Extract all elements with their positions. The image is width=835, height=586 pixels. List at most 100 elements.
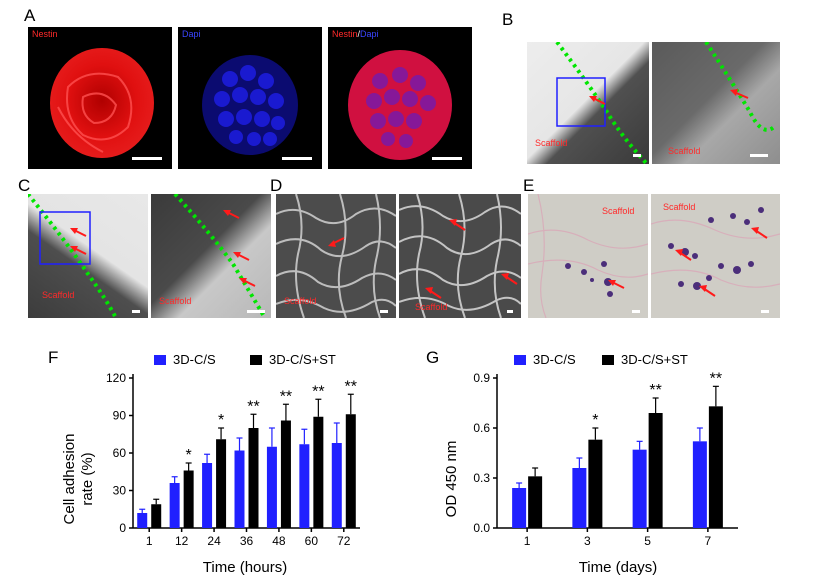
- label-scaffold: Scaffold: [284, 296, 317, 306]
- significance-marker: *: [186, 447, 192, 464]
- image-e-stain-2: Scaffold: [651, 194, 780, 318]
- bar-scaffold-st: [708, 406, 723, 528]
- legend-swatch: [154, 355, 166, 365]
- bar-scaffold-st: [528, 476, 543, 528]
- y-tick-label: 0.0: [473, 521, 490, 535]
- significance-marker: **: [710, 370, 722, 387]
- label-dapi: Dapi: [182, 29, 201, 39]
- chart-od450: 3D-C/S 3D-C/S+ST OD 450 nm 0.0 0.3 0.6 0.9 1 3…: [443, 352, 738, 576]
- bar-scaffold-st: [183, 470, 194, 528]
- zoom-box: [39, 211, 91, 265]
- legend-label: 3D-C/S: [533, 352, 576, 367]
- scale-bar: [247, 310, 265, 313]
- scale-bar: [750, 154, 768, 157]
- legend-swatch: [514, 355, 526, 365]
- y-axis-label: OD 450 nm: [443, 441, 460, 518]
- significance-marker: *: [218, 412, 224, 429]
- significance-marker: **: [312, 383, 324, 400]
- label-scaffold: Scaffold: [535, 138, 568, 148]
- x-tick-label: 7: [705, 534, 712, 548]
- y-tick-label: 0.9: [473, 371, 490, 385]
- bar-scaffold-st: [216, 439, 227, 528]
- image-c-low-mag: Scaffold: [28, 194, 148, 318]
- legend-swatch: [602, 355, 614, 365]
- sem-texture: [399, 194, 521, 318]
- bar-scaffold: [299, 444, 310, 528]
- y-axis-label-line2: rate (%): [79, 452, 96, 505]
- scale-bar: [761, 310, 769, 313]
- significance-marker: **: [280, 388, 292, 405]
- image-dapi: Dapi: [178, 27, 322, 169]
- chart-cell-adhesion: 3D-C/S 3D-C/S+ST Cell adhesion rate (%) 0…: [61, 352, 360, 576]
- x-tick-label: 5: [644, 534, 651, 548]
- y-tick-label: 30: [113, 484, 127, 498]
- merge-sphere-image: [348, 50, 452, 160]
- bar-scaffold-st: [648, 413, 663, 528]
- label-scaffold: Scaffold: [159, 296, 192, 306]
- image-d-sem-1: Scaffold: [276, 194, 396, 318]
- bar-scaffold: [266, 446, 277, 528]
- y-tick-label: 0.3: [473, 471, 490, 485]
- bar-scaffold: [202, 463, 213, 528]
- image-merge: Nestin/Dapi: [328, 27, 472, 169]
- legend: 3D-C/S 3D-C/S+ST: [154, 352, 336, 367]
- label-scaffold: Scaffold: [42, 290, 75, 300]
- zoom-box: [556, 77, 606, 127]
- x-tick-label: 12: [175, 534, 189, 548]
- y-tick-label: 90: [113, 409, 127, 423]
- label-merge: Nestin/Dapi: [332, 29, 379, 39]
- stain-texture: [528, 194, 648, 318]
- significance-marker: *: [592, 412, 598, 429]
- significance-marker: **: [649, 382, 661, 399]
- label-merge-dapi: Dapi: [360, 29, 379, 39]
- dapi-sphere-image: [202, 55, 298, 155]
- significance-marker: **: [247, 398, 259, 415]
- label-scaffold: Scaffold: [415, 302, 448, 312]
- x-tick-label: 3: [584, 534, 591, 548]
- label-merge-sep: /: [357, 29, 361, 39]
- y-axis-label-line1: Cell adhesion: [61, 434, 78, 525]
- nestin-sphere-image: [50, 48, 154, 158]
- scale-bar: [632, 310, 640, 313]
- scaffold-edge-outline: [555, 42, 649, 164]
- label-scaffold: Scaffold: [602, 206, 635, 216]
- significance-marker: **: [345, 378, 357, 395]
- scale-bar: [380, 310, 388, 313]
- x-tick-label: 24: [207, 534, 221, 548]
- scale-bar: [132, 157, 162, 160]
- image-e-stain-1: Scaffold: [528, 194, 648, 318]
- legend-label: 3D-C/S: [173, 352, 216, 367]
- bar-scaffold-st: [313, 416, 324, 528]
- y-tick-label: 0: [119, 521, 126, 535]
- scaffold-edge-outline: [704, 42, 776, 132]
- x-tick-label: 1: [146, 534, 153, 548]
- y-tick-label: 0.6: [473, 421, 490, 435]
- scaffold-edge-outline: [28, 194, 118, 318]
- legend-label: 3D-C/S+ST: [269, 352, 336, 367]
- image-d-sem-2: Scaffold: [399, 194, 521, 318]
- scaffold-edge-outline: [173, 194, 267, 318]
- image-nestin: Nestin: [28, 27, 172, 169]
- legend: 3D-C/S 3D-C/S+ST: [514, 352, 688, 367]
- bar-scaffold-st: [345, 414, 356, 528]
- x-tick-label: 60: [305, 534, 319, 548]
- image-b-high-mag: Scaffold: [652, 42, 780, 164]
- label-scaffold: Scaffold: [663, 202, 696, 212]
- panel-label-c: C: [18, 176, 31, 195]
- y-tick-label: 120: [106, 371, 126, 385]
- bar-scaffold: [331, 443, 342, 528]
- x-axis-label: Time (days): [579, 559, 658, 576]
- bar-scaffold-st: [248, 428, 259, 528]
- bar-scaffold-st: [151, 504, 162, 528]
- stain-texture: [651, 194, 780, 318]
- bar-scaffold: [234, 450, 245, 528]
- x-tick-label: 48: [272, 534, 286, 548]
- scale-bar: [432, 157, 462, 160]
- legend-swatch: [250, 355, 262, 365]
- scale-bar: [282, 157, 312, 160]
- image-c-high-mag: Scaffold: [151, 194, 271, 318]
- bar-scaffold-st: [280, 420, 291, 528]
- bar-scaffold: [632, 449, 647, 528]
- scale-bar: [633, 154, 641, 157]
- x-axis-label: Time (hours): [203, 559, 287, 576]
